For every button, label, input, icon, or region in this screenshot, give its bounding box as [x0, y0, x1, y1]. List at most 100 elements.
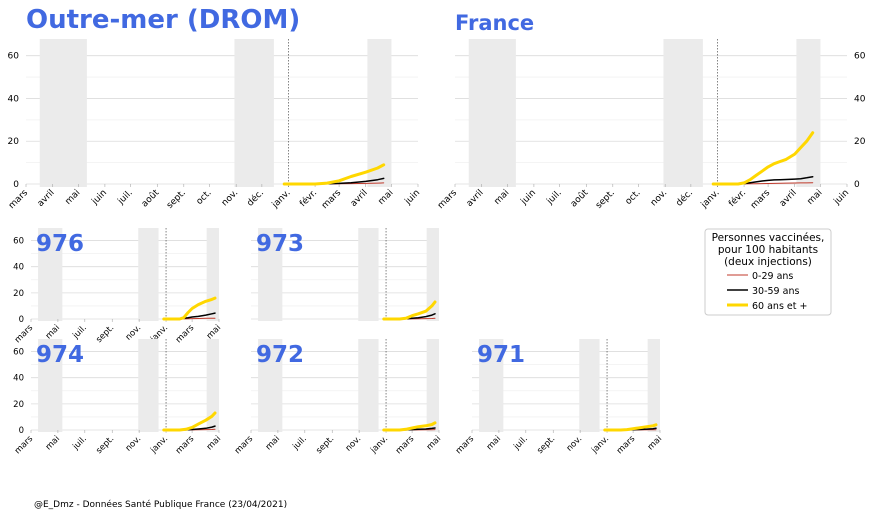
- x-tick-label: mai: [377, 188, 396, 207]
- y-tick-label: 0: [19, 426, 24, 436]
- shaded-period: [367, 39, 391, 187]
- y-tick-label: 40: [854, 94, 866, 104]
- x-tick-label: janv.: [368, 434, 390, 456]
- shaded-period: [579, 339, 599, 432]
- x-tick-label: nov.: [649, 188, 669, 208]
- x-tick-label: sept.: [535, 434, 557, 456]
- y-tick-label: 0: [19, 315, 24, 325]
- y-tick-label: 20: [13, 289, 24, 299]
- x-tick-label: mars: [13, 434, 36, 457]
- y-tick-label: 20: [8, 137, 20, 147]
- panel-title: France: [455, 11, 534, 35]
- x-tick-label: juil.: [545, 188, 564, 207]
- shaded-period: [138, 228, 158, 321]
- x-tick-label: avril: [778, 188, 799, 209]
- panel-973: 973: [251, 228, 439, 321]
- shaded-period: [427, 339, 439, 432]
- x-tick-label: juil.: [70, 434, 89, 453]
- y-tick-label: 60: [13, 237, 24, 247]
- x-tick-label: mai: [646, 434, 664, 452]
- y-tick-label: 20: [13, 400, 24, 410]
- panel-title: 971: [477, 342, 525, 368]
- panel-title: Outre-mer (DROM): [26, 5, 300, 35]
- shaded-period: [796, 39, 820, 187]
- x-tick-label: juil.: [116, 188, 135, 207]
- legend-label-0-29: 0-29 ans: [752, 271, 793, 282]
- x-tick-label: juil.: [511, 434, 530, 453]
- x-tick-label: mai: [205, 434, 223, 452]
- x-tick-label: juil.: [70, 323, 89, 342]
- x-tick-label: août: [569, 188, 591, 210]
- x-tick-label: sept.: [594, 188, 617, 211]
- y-tick-label: 0: [854, 180, 860, 190]
- shaded-period: [358, 339, 378, 432]
- y-tick-label: 0: [13, 180, 19, 190]
- x-tick-label: juin: [832, 188, 851, 207]
- x-tick-label: mars: [174, 323, 197, 346]
- x-tick-label: mars: [233, 434, 256, 457]
- x-tick-label: mars: [13, 323, 36, 346]
- x-tick-label: sept.: [94, 434, 116, 456]
- x-tick-label: sept.: [165, 188, 188, 211]
- x-tick-label: oct.: [624, 188, 643, 207]
- x-tick-label: janv.: [699, 188, 722, 211]
- x-tick-label: mai: [44, 323, 62, 341]
- y-tick-label: 40: [13, 374, 24, 384]
- x-tick-label: juin: [403, 188, 422, 207]
- x-tick-label: déc.: [245, 187, 266, 208]
- x-tick-label: juin: [519, 188, 538, 207]
- shaded-period: [40, 39, 87, 187]
- x-tick-label: mai: [806, 188, 825, 207]
- x-tick-label: mai: [63, 188, 82, 207]
- x-tick-label: mars: [436, 188, 459, 211]
- y-tick-label: 20: [854, 137, 866, 147]
- x-tick-label: mai: [44, 434, 62, 452]
- x-tick-label: mars: [7, 188, 30, 211]
- y-tick-label: 40: [13, 263, 24, 273]
- y-tick-label: 60: [13, 348, 24, 358]
- x-tick-label: mai: [425, 434, 443, 452]
- x-tick-label: janv.: [270, 188, 293, 211]
- x-tick-label: déc.: [674, 187, 695, 208]
- x-tick-label: mai: [485, 434, 503, 452]
- x-tick-label: févr.: [297, 187, 319, 209]
- x-tick-label: nov.: [344, 434, 364, 454]
- x-tick-label: mars: [174, 434, 197, 457]
- x-tick-label: avril: [349, 188, 370, 209]
- x-tick-label: mai: [492, 188, 511, 207]
- shaded-period: [663, 39, 702, 187]
- panel-title: 974: [36, 342, 84, 368]
- legend-title-line-3: (deux injections): [724, 256, 812, 268]
- x-tick-label: nov.: [124, 434, 144, 454]
- x-tick-label: févr.: [726, 187, 748, 209]
- shaded-period: [358, 228, 378, 321]
- shaded-period: [207, 228, 219, 321]
- x-tick-label: janv.: [148, 434, 170, 456]
- chart-legend: Personnes vaccinées, pour 100 habitants …: [705, 229, 831, 315]
- shaded-period: [138, 339, 158, 432]
- x-tick-label: mai: [264, 434, 282, 452]
- y-tick-label: 60: [854, 52, 866, 62]
- x-tick-label: juil.: [290, 434, 309, 453]
- x-tick-label: avril: [465, 188, 486, 209]
- x-tick-label: sept.: [314, 434, 336, 456]
- legend-title-line-1: Personnes vaccinées,: [712, 232, 825, 244]
- panel-title: 973: [256, 231, 304, 257]
- x-tick-label: août: [140, 188, 162, 210]
- x-tick-label: oct.: [195, 188, 214, 207]
- x-tick-label: juin: [90, 188, 109, 207]
- legend-title-line-2: pour 100 habitants: [718, 244, 818, 256]
- x-tick-label: mars: [749, 188, 772, 211]
- x-tick-label: mars: [320, 188, 343, 211]
- panel-title: 972: [256, 342, 304, 368]
- legend-label-60-plus: 60 ans et +: [752, 301, 807, 312]
- panel-title: 976: [36, 231, 84, 257]
- x-tick-label: sept.: [94, 323, 116, 345]
- x-tick-label: mars: [394, 434, 417, 457]
